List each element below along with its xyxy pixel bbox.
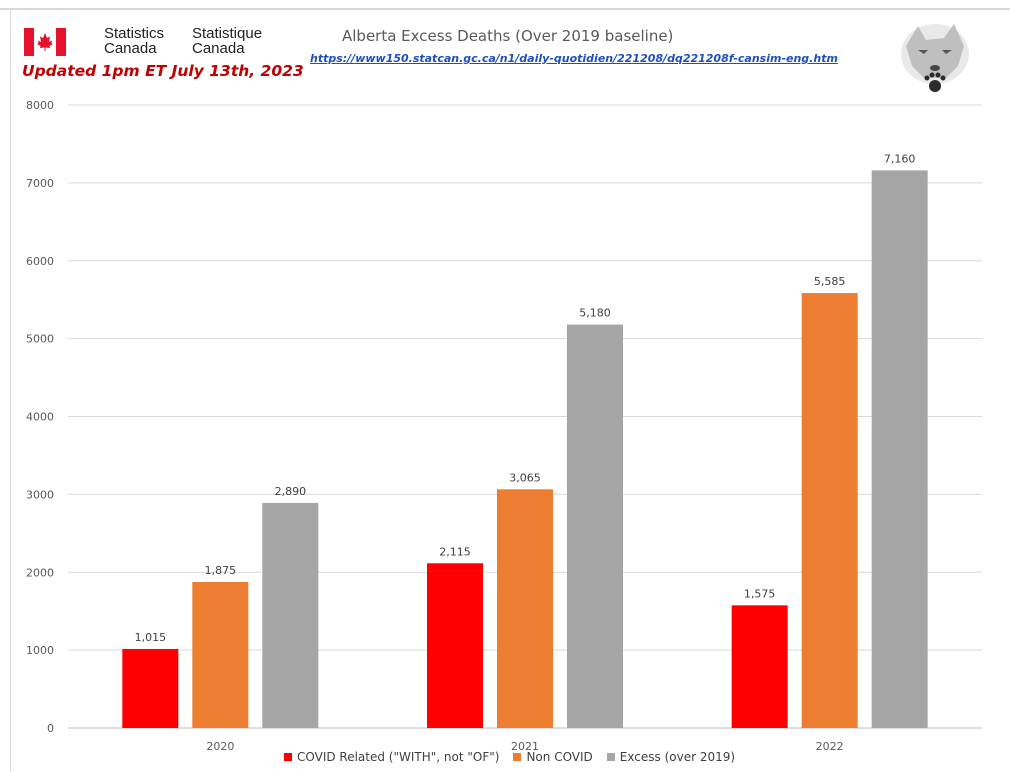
y-tick-label: 8000 — [26, 99, 54, 112]
y-tick-label: 1000 — [26, 644, 54, 657]
source-link[interactable]: https://www150.statcan.gc.ca/n1/daily-qu… — [310, 52, 838, 65]
legend-label-excess: Excess (over 2019) — [619, 750, 736, 764]
data-label: 5,585 — [814, 275, 846, 288]
bar-2020-series-0 — [122, 648, 179, 728]
data-label: 2,115 — [439, 545, 471, 558]
left-border — [10, 8, 11, 772]
legend-swatch-covid — [284, 753, 292, 761]
bar-2022-series-2 — [871, 170, 928, 729]
data-label: 1,875 — [205, 564, 237, 577]
data-label: 2,890 — [275, 485, 307, 498]
org-en-line1: Statistics — [104, 25, 165, 42]
data-label: 1,015 — [135, 631, 167, 644]
data-label: 1,575 — [744, 587, 776, 600]
bar-2021-series-2 — [567, 324, 623, 728]
canada-flag-icon — [24, 28, 66, 56]
y-tick-label: 4000 — [26, 411, 54, 424]
org-fr-line2: Canada — [192, 40, 245, 57]
x-category-label: 2021 — [511, 740, 539, 753]
data-label: 3,065 — [509, 471, 541, 484]
legend-item-covid: COVID Related ("WITH", not "OF") — [284, 750, 499, 764]
y-tick-label: 0 — [47, 722, 54, 735]
org-fr-line1: Statistique — [192, 25, 263, 42]
legend-swatch-excess — [606, 753, 615, 761]
org-en-line2: Canada — [104, 40, 157, 57]
y-tick-label: 2000 — [26, 566, 54, 579]
statistique-canada-label: Statistique Canada — [192, 26, 262, 56]
y-tick-label: 6000 — [26, 255, 54, 268]
x-category-label: 2020 — [206, 740, 234, 753]
statistics-canada-label: Statistics Canada — [104, 26, 164, 56]
legend-label-covid: COVID Related ("WITH", not "OF") — [297, 750, 500, 764]
updated-timestamp: Updated 1pm ET July 13th, 2023 — [22, 62, 304, 80]
bar-2021-series-1 — [497, 489, 553, 728]
data-label: 7,160 — [884, 152, 916, 165]
legend-item-non-covid: Non COVID — [513, 750, 593, 764]
data-label: 5,180 — [579, 307, 611, 320]
legend-item-excess: Excess (over 2019) — [606, 750, 736, 764]
bar-2022-series-1 — [801, 293, 858, 728]
y-tick-label: 5000 — [26, 333, 54, 346]
y-tick-label: 3000 — [26, 488, 54, 501]
chart-title: Alberta Excess Deaths (Over 2019 baselin… — [342, 27, 674, 45]
bar-2021-series-0 — [427, 563, 483, 728]
legend-swatch-non-covid — [513, 753, 522, 761]
bar-2020-series-2 — [262, 502, 319, 728]
wolf-paw-icon — [901, 24, 969, 92]
bar-2022-series-0 — [731, 605, 788, 728]
legend-label-non-covid: Non COVID — [526, 750, 593, 764]
x-category-label: 2022 — [816, 740, 844, 753]
y-tick-label: 7000 — [26, 177, 54, 190]
chart-legend: COVID Related ("WITH", not "OF") Non COV… — [284, 750, 735, 764]
bar-2020-series-1 — [192, 581, 249, 728]
top-border — [0, 8, 1010, 10]
